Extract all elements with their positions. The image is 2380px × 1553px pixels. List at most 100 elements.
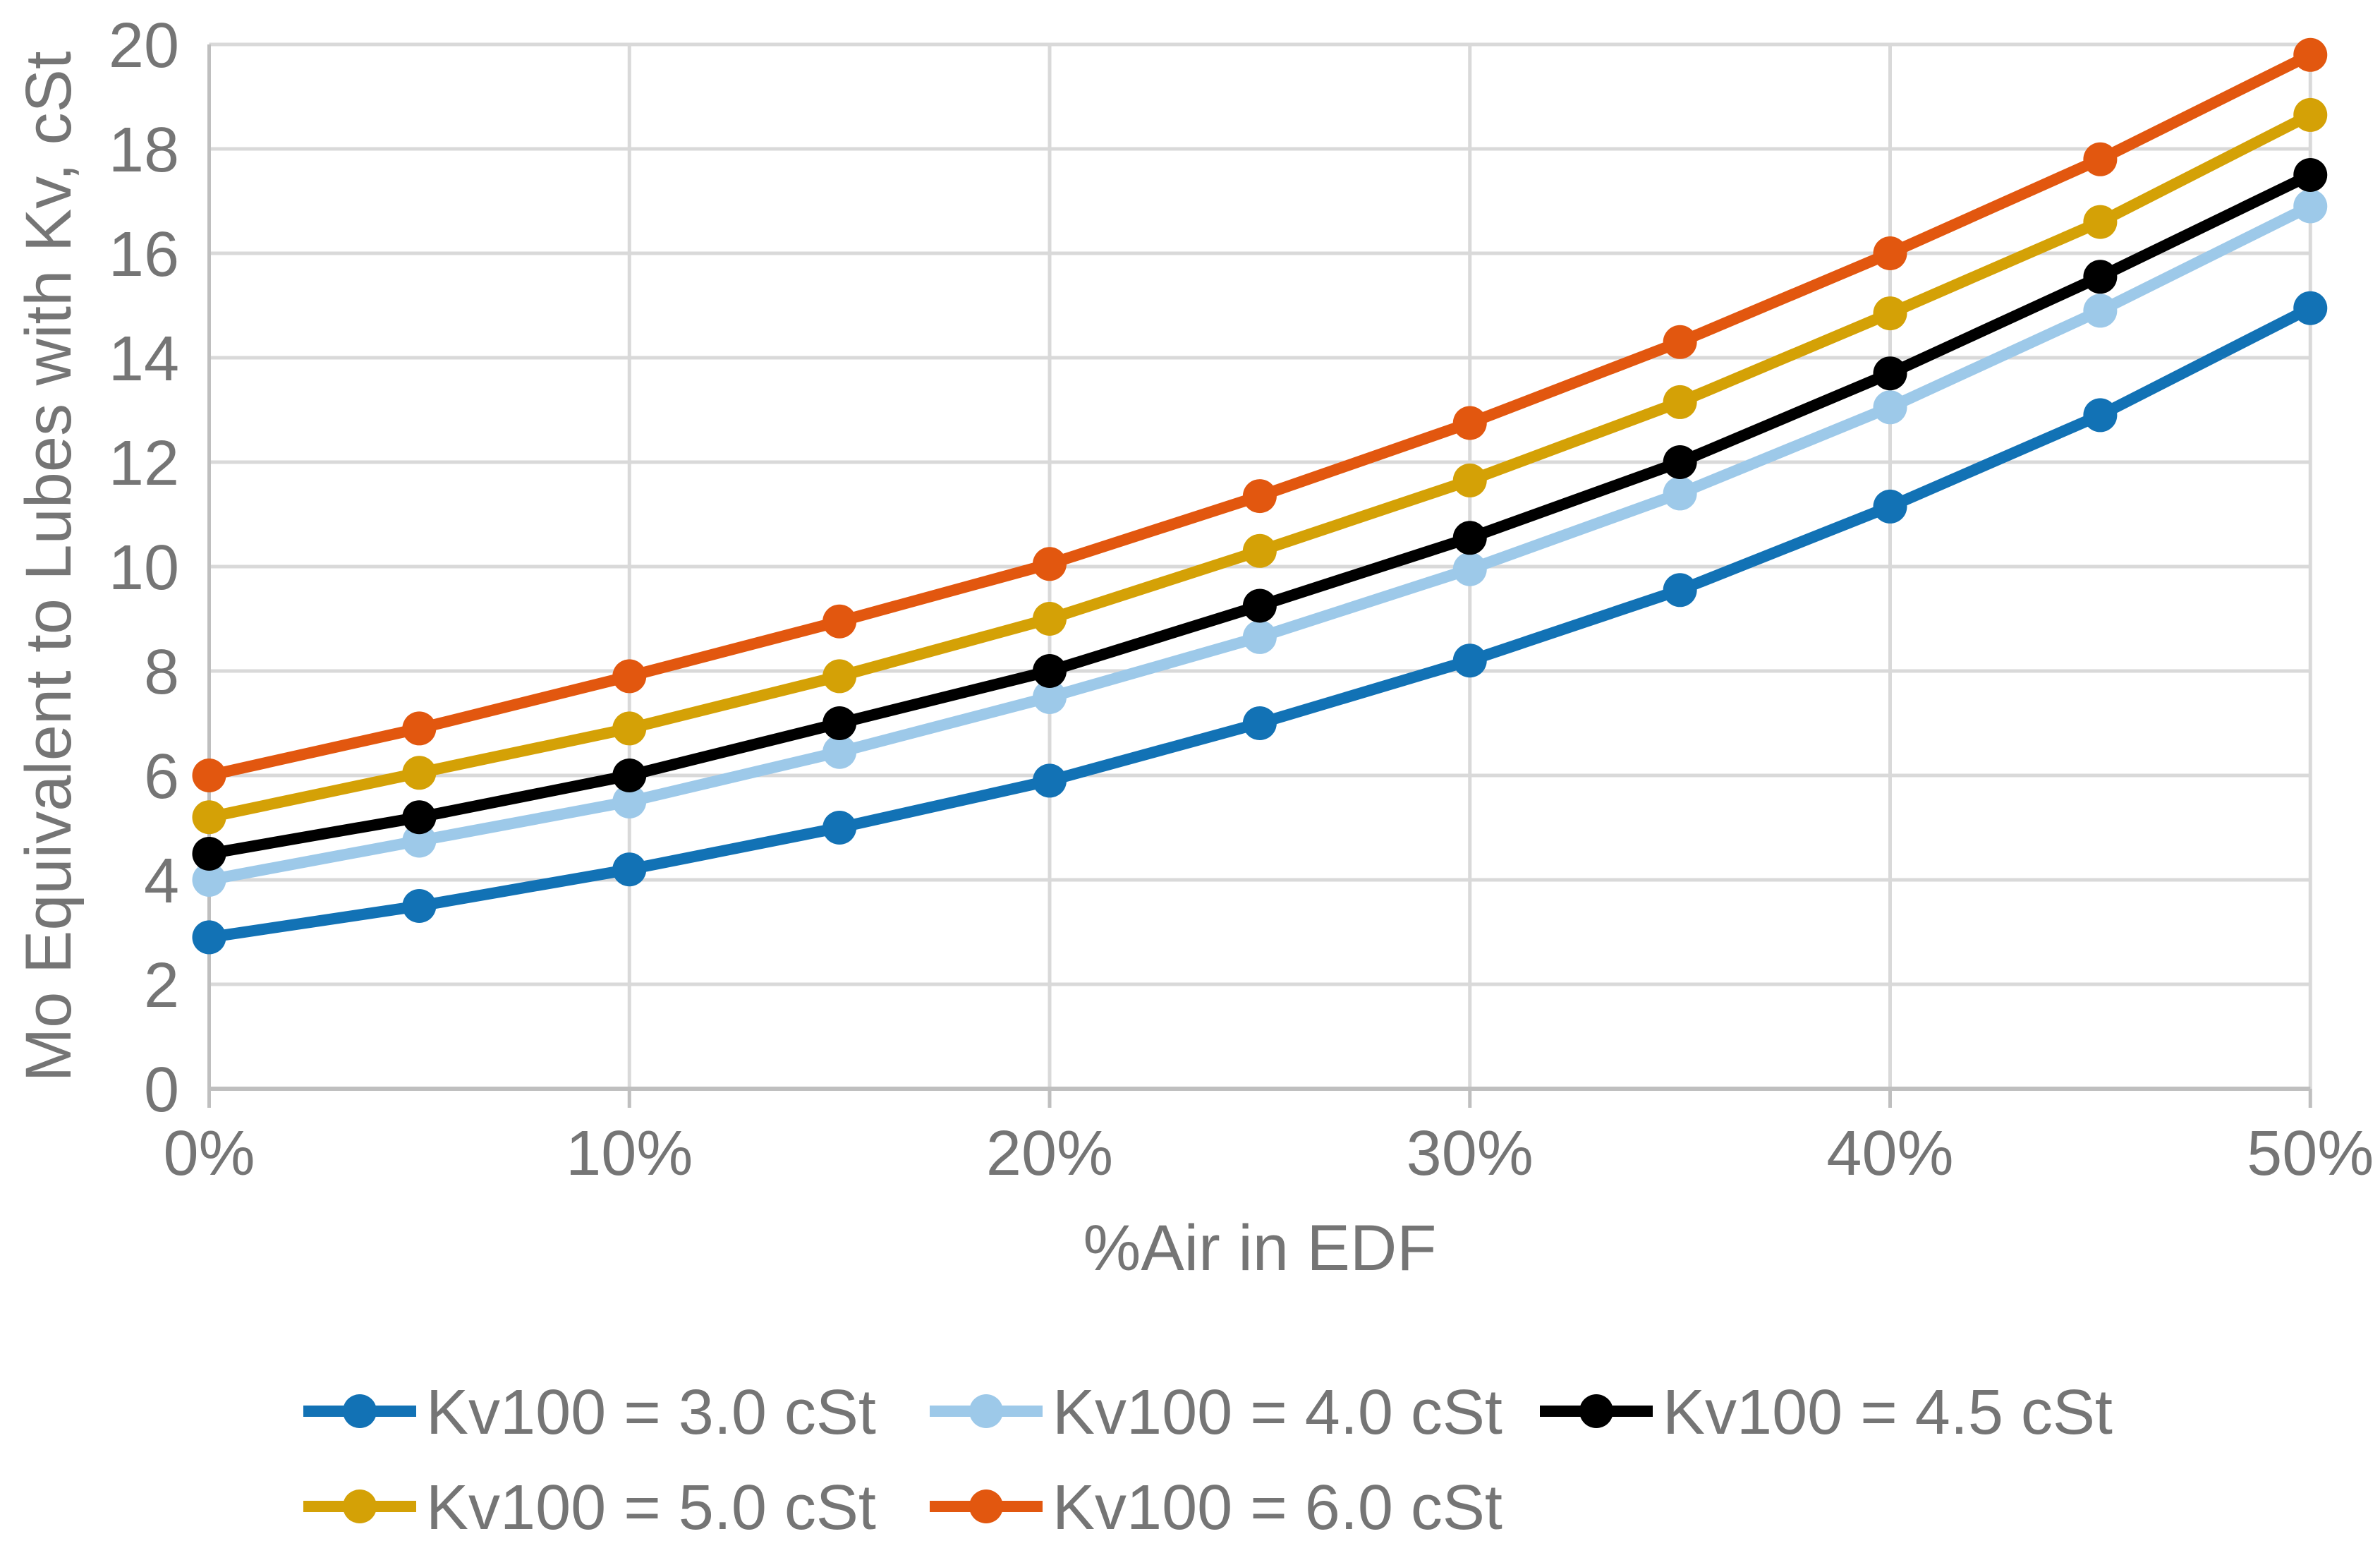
x-tick-label: 0% xyxy=(163,1118,255,1189)
data-point-kv100-3.0-cst xyxy=(612,852,647,887)
data-point-kv100-4.0-cst xyxy=(1873,390,1907,425)
legend-marker-kv100-5.0-cst xyxy=(343,1489,377,1523)
data-point-kv100-4.0-cst xyxy=(1033,680,1067,714)
data-point-kv100-4.5-cst xyxy=(2293,158,2328,192)
y-tick-label: 0 xyxy=(144,1055,179,1125)
data-point-kv100-4.5-cst xyxy=(612,759,647,792)
data-point-kv100-5.0-cst xyxy=(192,800,226,835)
y-tick-label: 8 xyxy=(144,637,179,708)
data-point-kv100-3.0-cst xyxy=(822,811,857,845)
data-point-kv100-3.0-cst xyxy=(2083,398,2118,433)
data-point-kv100-6.0-cst xyxy=(1242,479,1277,514)
data-point-kv100-5.0-cst xyxy=(2293,97,2328,132)
data-point-kv100-4.0-cst xyxy=(1663,476,1697,511)
legend-entry-kv100-5.0-cst: Kv100 = 5.0 cSt xyxy=(303,1473,876,1543)
series-group xyxy=(192,37,2328,955)
y-tick-label: 20 xyxy=(109,11,179,81)
series-kv100-4.5-cst xyxy=(192,158,2328,871)
data-point-kv100-3.0-cst xyxy=(2293,291,2328,325)
legend-entry-kv100-3.0-cst: Kv100 = 3.0 cSt xyxy=(303,1377,876,1448)
legend-entry-kv100-6.0-cst: Kv100 = 6.0 cSt xyxy=(930,1473,1502,1543)
data-point-kv100-4.5-cst xyxy=(1663,445,1697,479)
data-point-kv100-6.0-cst xyxy=(1873,236,1907,270)
legend-label-kv100-6.0-cst: Kv100 = 6.0 cSt xyxy=(1052,1473,1502,1543)
data-point-kv100-6.0-cst xyxy=(1663,325,1697,359)
y-tick-label: 14 xyxy=(109,324,179,394)
data-point-kv100-5.0-cst xyxy=(1663,385,1697,419)
data-point-kv100-4.0-cst xyxy=(2083,294,2118,328)
y-tick-label: 2 xyxy=(144,950,179,1021)
legend-marker-kv100-3.0-cst xyxy=(343,1394,377,1428)
data-point-kv100-5.0-cst xyxy=(2083,205,2118,239)
x-tick-label: 10% xyxy=(566,1118,693,1189)
y-tick-label: 16 xyxy=(109,219,179,290)
data-point-kv100-6.0-cst xyxy=(402,711,437,746)
data-point-kv100-4.0-cst xyxy=(2293,189,2328,224)
legend-marker-kv100-4.5-cst xyxy=(1579,1394,1613,1428)
legend-label-kv100-3.0-cst: Kv100 = 3.0 cSt xyxy=(426,1377,876,1448)
data-point-kv100-5.0-cst xyxy=(612,711,647,746)
series-kv100-3.0-cst xyxy=(192,291,2328,955)
data-point-kv100-4.0-cst xyxy=(822,735,857,769)
data-point-kv100-6.0-cst xyxy=(1033,547,1067,581)
data-point-kv100-3.0-cst xyxy=(192,920,226,955)
data-point-kv100-4.5-cst xyxy=(1033,654,1067,688)
data-point-kv100-5.0-cst xyxy=(1033,602,1067,636)
data-point-kv100-4.5-cst xyxy=(822,706,857,740)
data-point-kv100-4.5-cst xyxy=(2083,260,2118,294)
y-axis-title: Mo Equivalent to Lubes with Kv, cSt xyxy=(13,52,85,1082)
data-point-kv100-6.0-cst xyxy=(2083,142,2118,176)
data-point-kv100-5.0-cst xyxy=(1873,296,1907,331)
tick-labels: 0 2 4 6 8 10 12 14 16 18 20 0% 10% 20% 30% 40% 50% xyxy=(109,11,2374,1189)
data-point-kv100-4.5-cst xyxy=(1242,588,1277,623)
data-point-kv100-3.0-cst xyxy=(1873,489,1907,524)
data-point-kv100-4.5-cst xyxy=(1873,356,1907,391)
data-point-kv100-4.5-cst xyxy=(1452,521,1487,555)
legend-marker-kv100-4.0-cst xyxy=(969,1394,1003,1428)
x-axis-title: %Air in EDF xyxy=(1083,1212,1437,1284)
data-point-kv100-4.5-cst xyxy=(192,837,226,871)
data-point-kv100-4.5-cst xyxy=(402,800,437,835)
data-point-kv100-3.0-cst xyxy=(1033,763,1067,798)
data-point-kv100-5.0-cst xyxy=(822,659,857,694)
series-line-kv100-6.0-cst xyxy=(203,49,2317,781)
series-kv100-4.0-cst xyxy=(192,189,2328,897)
data-point-kv100-3.0-cst xyxy=(1242,706,1277,740)
x-tick-label: 30% xyxy=(1407,1118,1534,1189)
legend-label-kv100-4.5-cst: Kv100 = 4.5 cSt xyxy=(1663,1377,2113,1448)
data-point-kv100-4.0-cst xyxy=(1242,620,1277,654)
data-point-kv100-4.0-cst xyxy=(402,823,437,858)
data-point-kv100-6.0-cst xyxy=(612,659,647,694)
data-point-kv100-5.0-cst xyxy=(1452,463,1487,497)
data-point-kv100-6.0-cst xyxy=(822,604,857,639)
y-tick-label: 4 xyxy=(144,846,179,917)
data-point-kv100-4.0-cst xyxy=(192,863,226,897)
legend-marker-kv100-6.0-cst xyxy=(969,1489,1003,1523)
data-point-kv100-3.0-cst xyxy=(1452,643,1487,678)
data-point-kv100-5.0-cst xyxy=(402,756,437,790)
data-point-kv100-4.0-cst xyxy=(612,785,647,818)
data-point-kv100-6.0-cst xyxy=(192,759,226,792)
x-tick-label: 40% xyxy=(1826,1118,1953,1189)
x-tick-label: 20% xyxy=(986,1118,1113,1189)
data-point-kv100-5.0-cst xyxy=(1242,533,1277,568)
legend-label-kv100-4.0-cst: Kv100 = 4.0 cSt xyxy=(1052,1377,1502,1448)
legend: Kv100 = 3.0 cSt Kv100 = 4.0 cSt Kv100 = 4.… xyxy=(303,1377,2113,1543)
legend-label-kv100-5.0-cst: Kv100 = 5.0 cSt xyxy=(426,1473,876,1543)
data-point-kv100-6.0-cst xyxy=(2293,37,2328,72)
y-tick-label: 10 xyxy=(109,533,179,603)
data-point-kv100-4.0-cst xyxy=(1452,552,1487,586)
y-tick-label: 6 xyxy=(144,742,179,812)
y-tick-label: 12 xyxy=(109,428,179,499)
legend-entry-kv100-4.5-cst: Kv100 = 4.5 cSt xyxy=(1540,1377,2113,1448)
y-tick-label: 18 xyxy=(109,115,179,186)
legend-entry-kv100-4.0-cst: Kv100 = 4.0 cSt xyxy=(930,1377,1502,1448)
data-point-kv100-3.0-cst xyxy=(402,889,437,923)
series-kv100-6.0-cst xyxy=(192,37,2328,792)
data-point-kv100-6.0-cst xyxy=(1452,406,1487,440)
data-point-kv100-3.0-cst xyxy=(1663,573,1697,608)
x-tick-label: 50% xyxy=(2247,1118,2374,1189)
series-kv100-5.0-cst xyxy=(192,97,2328,835)
